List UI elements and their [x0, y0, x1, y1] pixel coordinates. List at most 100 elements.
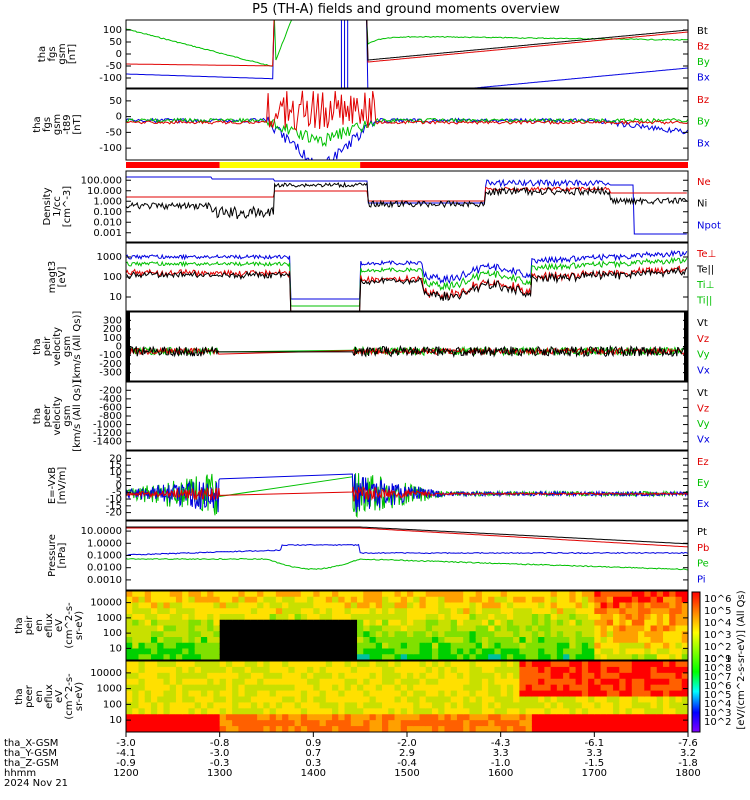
spectrogram-cell	[625, 602, 633, 609]
spectrogram-cell	[600, 714, 608, 721]
spectrogram-cell	[569, 726, 577, 732]
series-pb	[126, 527, 688, 548]
spectrogram-cell	[250, 625, 258, 632]
spectrogram-cell	[625, 666, 633, 674]
spectrogram-cell	[431, 625, 439, 632]
spectrogram-cell	[319, 702, 327, 709]
spectrogram-cell	[150, 648, 158, 655]
y-tick-label: -200	[99, 385, 122, 396]
spectrogram-cell	[188, 642, 196, 650]
spectrogram-cell	[126, 591, 133, 598]
spectrogram-cell	[444, 720, 452, 727]
spectrogram-cell	[494, 602, 502, 609]
spectrogram-cell	[263, 678, 271, 686]
spectrogram-cell	[494, 608, 502, 615]
spectrogram-cell	[506, 654, 514, 660]
y-tick-label: 0.010	[93, 217, 122, 228]
spectrogram-cell	[594, 591, 602, 598]
spectrogram-cell	[556, 596, 564, 604]
spectrogram-cell	[126, 654, 133, 660]
spectrogram-cell	[525, 596, 533, 604]
spectrogram-cell	[282, 642, 289, 650]
spectrogram-cell	[656, 708, 664, 715]
spectrogram-cell	[350, 666, 358, 674]
spectrogram-cell	[163, 661, 171, 668]
spectrogram-cell	[344, 672, 352, 680]
spectrogram-cell	[269, 678, 277, 686]
spectrogram-cell	[569, 661, 577, 668]
spectrogram-cell	[488, 642, 496, 650]
spectrogram-cell	[663, 672, 670, 680]
spectrogram-cell	[388, 619, 396, 627]
spectrogram-cell	[500, 708, 508, 715]
spectrogram-cell	[232, 637, 239, 644]
spectrogram-cell	[257, 696, 264, 704]
spectrogram-cell	[169, 648, 177, 655]
spectrogram-cell	[438, 625, 446, 632]
spectrogram-cell	[613, 619, 620, 627]
spectrogram-cell	[394, 591, 402, 598]
spectrogram-cell	[531, 714, 539, 721]
spectrogram-cell	[307, 602, 314, 609]
x-tick-label: 1400	[301, 768, 326, 779]
spectrogram-cell	[656, 672, 664, 680]
spectrogram-cell	[375, 591, 383, 598]
legend-entry: Bx	[697, 138, 710, 149]
spectrogram-cell	[463, 720, 471, 727]
spectrogram-cell	[325, 672, 333, 680]
spectrogram-cell	[332, 648, 339, 655]
spectrogram-cell	[244, 619, 252, 627]
spectrogram-cell	[513, 684, 520, 692]
spectrogram-cell	[244, 591, 252, 598]
spectrogram-cell	[444, 596, 452, 604]
spectrogram-cell	[456, 619, 464, 627]
spectrogram-cell	[207, 708, 215, 715]
spectrogram-cell	[282, 720, 289, 727]
spectrogram-cell	[444, 672, 452, 680]
spectrogram-cell	[238, 654, 246, 660]
spectrogram-cell	[169, 702, 177, 709]
spectrogram-cell	[588, 631, 595, 638]
spectrogram-cell	[369, 684, 377, 692]
spectrogram-cell	[207, 614, 215, 621]
spectrogram-cell	[394, 678, 402, 686]
spectrogram-cell	[531, 666, 539, 674]
spectrogram-cell	[525, 602, 533, 609]
spectrogram-cell	[182, 684, 190, 692]
spectrogram-cell	[213, 602, 221, 609]
spectrogram-cell	[244, 684, 252, 692]
spectrogram-cell	[325, 678, 333, 686]
spectrogram-cell	[182, 696, 190, 704]
spectrogram-cell	[357, 720, 364, 727]
spectrogram-cell	[525, 608, 533, 615]
spectrogram-cell	[531, 608, 539, 615]
x-tick-label: 1300	[207, 768, 232, 779]
spectrogram-cell	[556, 661, 564, 668]
spectrogram-cell	[500, 661, 508, 668]
spectrogram-cell	[388, 661, 396, 668]
spectrogram-cell	[531, 696, 539, 704]
spectrogram-cell	[225, 619, 233, 627]
spectrogram-cell	[594, 726, 602, 732]
spectrogram-cell	[144, 714, 152, 721]
spectrogram-cell	[344, 708, 352, 715]
spectrogram-cell	[294, 596, 302, 604]
spectrogram-cell	[538, 696, 545, 704]
spectrogram-cell	[650, 608, 658, 615]
spectrogram-cell	[569, 619, 577, 627]
spectrogram-cell	[581, 666, 589, 674]
y-tick-label: 10000	[90, 668, 122, 679]
spectrogram-cell	[638, 666, 645, 674]
y-axis-label: [eV]	[57, 267, 68, 288]
spectrogram-cell	[613, 591, 620, 598]
spectrogram-cell	[182, 720, 190, 727]
spectrogram-cell	[600, 696, 608, 704]
spectrogram-cell	[375, 696, 383, 704]
spectrogram-cell	[481, 591, 489, 598]
spectrogram-cell	[363, 637, 371, 644]
spectrogram-cell	[169, 637, 177, 644]
spectrogram-cell	[250, 614, 258, 621]
spectrogram-cell	[288, 591, 296, 598]
spectrogram-cell	[506, 642, 514, 650]
spectrogram-cell	[425, 608, 433, 615]
